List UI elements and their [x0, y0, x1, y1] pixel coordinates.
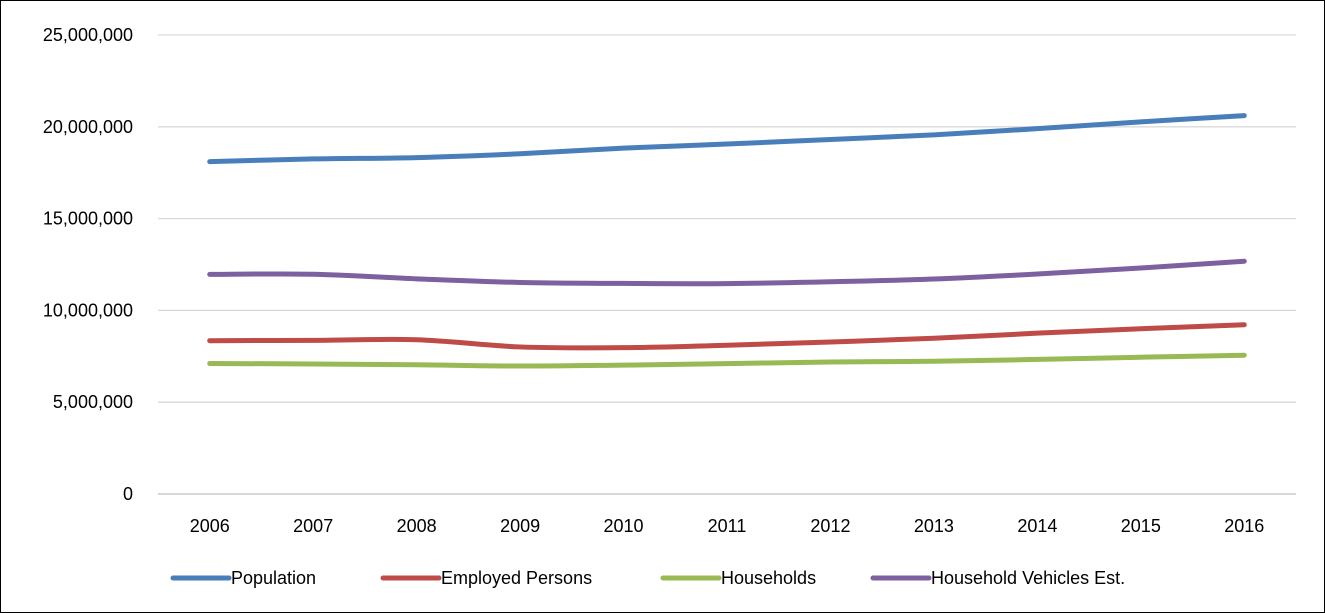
x-tick-label: 2008 [397, 516, 437, 536]
legend-label-household-vehicles-est: Household Vehicles Est. [931, 568, 1125, 588]
gridlines [158, 34, 1296, 403]
x-tick-label: 2015 [1121, 516, 1161, 536]
series-line-household-vehicles-est [207, 258, 1247, 287]
series-line-households [207, 352, 1247, 369]
x-tick-label: 2006 [190, 516, 230, 536]
x-tick-label: 2016 [1224, 516, 1264, 536]
y-tick-label: 25,000,000 [43, 25, 133, 45]
series-lines [207, 113, 1247, 369]
x-tick-label: 2014 [1017, 516, 1057, 536]
legend-label-employed-persons: Employed Persons [441, 568, 592, 588]
y-tick-label: 0 [123, 484, 133, 504]
legend-label-households: Households [721, 568, 816, 588]
y-axis-tick-labels: 0 5,000,000 10,000,000 15,000,000 20,000,000… [43, 25, 133, 504]
series-line-employed-persons [207, 322, 1247, 351]
x-tick-label: 2012 [810, 516, 850, 536]
x-tick-label: 2013 [914, 516, 954, 536]
y-tick-label: 10,000,000 [43, 300, 133, 320]
x-axis-tick-labels: 2006 2007 2008 2009 2010 2011 2012 2013 2014 2015… [190, 516, 1265, 536]
legend: Population Employed Persons Households Hous… [170, 568, 1125, 588]
legend-label-population: Population [231, 568, 316, 588]
x-tick-label: 2009 [500, 516, 540, 536]
y-tick-label: 15,000,000 [43, 209, 133, 229]
x-tick-label: 2007 [293, 516, 333, 536]
x-tick-label: 2011 [708, 516, 747, 536]
y-tick-label: 5,000,000 [53, 392, 133, 412]
x-tick-label: 2010 [604, 516, 644, 536]
series-line-population [207, 113, 1247, 165]
y-tick-label: 20,000,000 [43, 117, 133, 137]
